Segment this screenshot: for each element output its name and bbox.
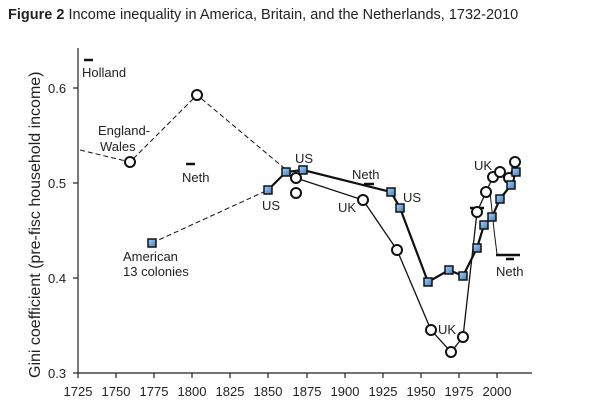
svg-text:Holland: Holland [82,65,126,80]
svg-text:Wales: Wales [100,139,136,154]
us-markers [147,165,521,287]
svg-text:Neth: Neth [496,264,523,279]
us-line [267,168,518,284]
svg-text:Neth: Neth [182,170,209,185]
svg-text:1925: 1925 [369,384,398,399]
svg-text:1775: 1775 [140,384,169,399]
svg-text:1725: 1725 [64,384,93,399]
figure-label: Figure 2 [8,7,65,23]
svg-text:13 colonies: 13 colonies [123,264,189,279]
series-labels: Holland England- Wales Neth Neth Neth Am… [82,65,523,337]
y-tick-labels: 0.3 0.4 0.5 0.6 [48,81,66,381]
x-tick-labels: 1725 1750 1775 1800 1825 1850 1875 1900 … [64,384,512,399]
svg-text:UK: UK [438,322,456,337]
svg-text:1850: 1850 [254,384,283,399]
svg-text:0.5: 0.5 [48,176,66,191]
axes [73,48,532,378]
svg-text:England-: England- [98,123,150,138]
svg-text:1900: 1900 [331,384,360,399]
svg-text:0.4: 0.4 [48,271,66,286]
svg-text:US: US [403,190,421,205]
svg-text:0.6: 0.6 [48,81,66,96]
neth-line [489,191,498,255]
svg-text:Neth: Neth [352,167,379,182]
figure-caption: Income inequality in America, Britain, a… [68,7,519,23]
early-dashed-lines [79,94,297,244]
svg-text:American: American [123,249,178,264]
svg-text:1950: 1950 [407,384,436,399]
y-axis-label: Gini coefficient (pre-fisc household inc… [27,71,44,378]
uk-markers [124,89,521,358]
svg-text:1875: 1875 [293,384,322,399]
svg-text:UK: UK [338,200,356,215]
figure-title: Figure 2 Income inequality in America, B… [8,7,518,23]
svg-text:2000: 2000 [483,384,512,399]
svg-text:US: US [295,151,313,166]
svg-text:US: US [262,198,280,213]
svg-text:1800: 1800 [178,384,207,399]
svg-text:UK: UK [474,158,492,173]
svg-text:0.3: 0.3 [48,366,66,381]
svg-text:1975: 1975 [445,384,474,399]
svg-text:1750: 1750 [102,384,131,399]
svg-text:1825: 1825 [216,384,245,399]
